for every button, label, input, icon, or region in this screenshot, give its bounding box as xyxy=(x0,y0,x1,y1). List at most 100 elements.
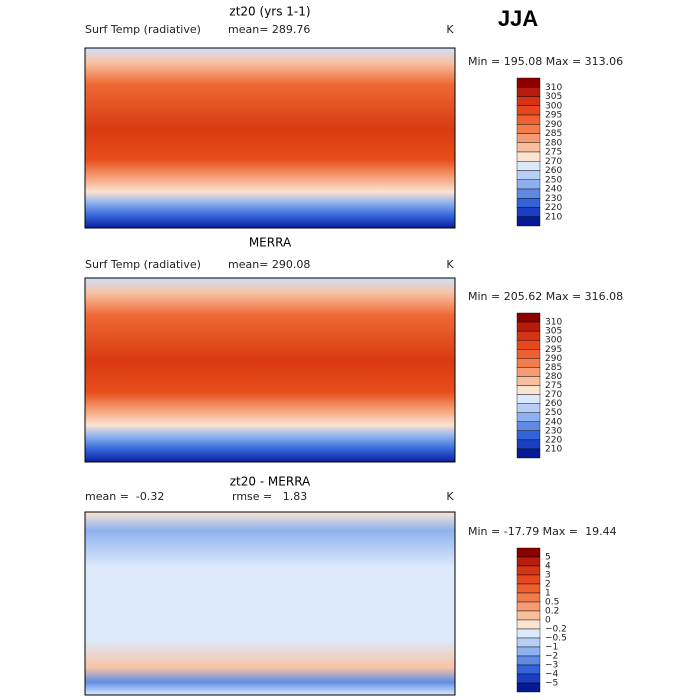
panel-unit: K xyxy=(446,23,454,36)
colorbar-label: 0.2 xyxy=(545,607,559,617)
colorbar-box xyxy=(516,664,541,675)
map-field xyxy=(85,48,455,228)
colorbar-box xyxy=(516,207,541,217)
colorbar-label: 305 xyxy=(545,92,562,102)
colorbar-label: 250 xyxy=(545,175,562,185)
colorbar-box xyxy=(516,170,541,180)
colorbar-box xyxy=(516,646,541,657)
colorbar-label: −3 xyxy=(545,661,558,671)
colorbar-box xyxy=(516,583,541,594)
colorbar-box xyxy=(516,133,541,143)
colorbar-label: 0 xyxy=(545,616,551,626)
colorbar-label: 220 xyxy=(545,435,562,445)
panel-center-label: rmse = 1.83 xyxy=(232,490,307,503)
colorbar-box xyxy=(516,394,541,404)
colorbar-label: 230 xyxy=(545,426,562,436)
colorbar-box xyxy=(516,124,541,134)
colorbar-box xyxy=(516,385,541,395)
colorbar-label: 220 xyxy=(545,203,562,213)
colorbar-box xyxy=(516,619,541,630)
colorbar-box xyxy=(516,637,541,648)
colorbar-label: 295 xyxy=(545,345,562,355)
colorbar-label: −1 xyxy=(545,643,558,653)
panel-title: MERRA xyxy=(249,236,292,250)
panel-center-label: mean= 289.76 xyxy=(228,23,310,36)
colorbar-box xyxy=(516,610,541,621)
colorbar-box xyxy=(516,412,541,422)
colorbar-label: 260 xyxy=(545,166,562,176)
colorbar-box xyxy=(516,312,541,323)
panel-center-label: mean= 290.08 xyxy=(228,258,310,271)
colorbar-label: 295 xyxy=(545,111,562,121)
panel-title: zt20 - MERRA xyxy=(230,475,311,489)
range-label: Min = -17.79 Max = 19.44 xyxy=(468,525,617,538)
panel-left-label: Surf Temp (radiative) xyxy=(85,258,201,271)
colorbar-label: 210 xyxy=(545,444,562,454)
colorbar-label: 240 xyxy=(545,185,562,195)
colorbar-label: 310 xyxy=(545,318,562,328)
colorbar-label: 260 xyxy=(545,399,562,409)
colorbar-label: −4 xyxy=(545,670,559,680)
colorbar-label: 210 xyxy=(545,212,562,222)
colorbar-label: 275 xyxy=(545,148,562,158)
colorbar-box xyxy=(516,321,541,332)
colorbar-box xyxy=(516,216,541,227)
colorbar-box xyxy=(516,105,541,116)
range-label: Min = 205.62 Max = 316.08 xyxy=(468,290,623,303)
panel-unit: K xyxy=(446,490,454,503)
panel-left-label: mean = -0.32 xyxy=(85,490,164,503)
colorbar-label: −2 xyxy=(545,652,558,662)
colorbar-box xyxy=(516,367,541,377)
range-label: Min = 195.08 Max = 313.06 xyxy=(468,55,623,68)
colorbar-box xyxy=(516,421,541,432)
colorbar-box xyxy=(516,565,541,576)
colorbar-box xyxy=(516,87,541,97)
colorbar-box xyxy=(516,198,541,208)
colorbar-box xyxy=(516,655,541,666)
colorbar-label: 285 xyxy=(545,129,562,139)
colorbar-box xyxy=(516,96,541,106)
colorbar-box xyxy=(516,592,541,603)
colorbar-label: 5 xyxy=(545,553,551,563)
colorbar-label: 280 xyxy=(545,138,562,148)
panel-title: zt20 (yrs 1-1) xyxy=(229,5,310,19)
panel-unit: K xyxy=(446,258,454,271)
map-field xyxy=(85,512,455,695)
colorbar-label: −0.5 xyxy=(545,634,567,644)
colorbar-label: 4 xyxy=(545,562,551,572)
colorbar-box xyxy=(516,179,541,190)
colorbar-box xyxy=(516,77,541,88)
map-frame xyxy=(84,277,456,463)
colorbar-box xyxy=(516,448,541,459)
colorbar-box xyxy=(516,430,541,441)
map-frame xyxy=(84,511,456,696)
colorbar-box xyxy=(516,161,541,171)
colorbar-label: 270 xyxy=(545,157,562,167)
map-frame xyxy=(84,47,456,229)
colorbar-label: 230 xyxy=(545,194,562,204)
colorbar-label: 285 xyxy=(545,363,562,373)
colorbar-label: 310 xyxy=(545,83,562,93)
colorbar-label: 0.5 xyxy=(545,598,559,608)
colorbar-label: 270 xyxy=(545,390,562,400)
colorbar-box xyxy=(516,114,541,125)
colorbar-label: 290 xyxy=(545,354,562,364)
colorbar-box xyxy=(516,358,541,368)
colorbar-label: 1 xyxy=(545,589,551,599)
colorbar-box xyxy=(516,682,541,693)
colorbar-label: 305 xyxy=(545,327,562,337)
colorbar-label: 300 xyxy=(545,101,562,111)
colorbar-label: 290 xyxy=(545,120,562,130)
season-label: JJA xyxy=(498,6,538,31)
colorbar-box xyxy=(516,339,541,350)
colorbar-box xyxy=(516,601,541,612)
colorbar-label: 3 xyxy=(545,571,551,581)
colorbar-label: −5 xyxy=(545,679,558,689)
colorbar-box xyxy=(516,556,541,567)
colorbar-box xyxy=(516,142,541,153)
colorbar-box xyxy=(516,151,541,162)
map-field xyxy=(85,278,455,462)
colorbar-box xyxy=(516,349,541,359)
colorbar-box xyxy=(516,628,541,639)
